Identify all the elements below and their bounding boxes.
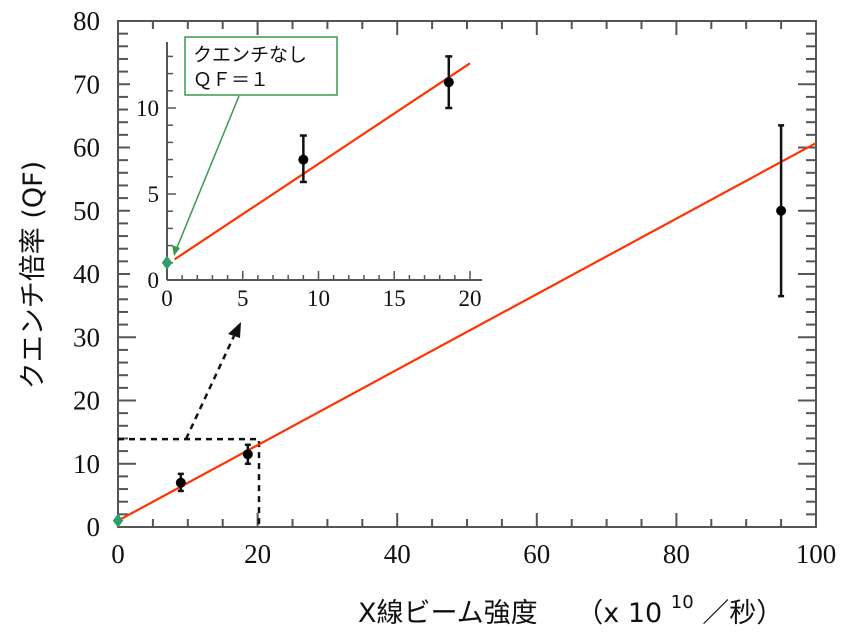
annotation-line2: ＱＦ＝１ [193, 69, 269, 91]
x-axis-unit-exponent: 10 [671, 592, 694, 613]
data-point [242, 449, 253, 460]
arrowhead-icon [228, 322, 241, 338]
data-point [776, 205, 787, 216]
data-point [175, 477, 186, 488]
inset-y-tick-label: 0 [148, 268, 160, 293]
fit-line [117, 142, 817, 522]
annotation-box: クエンチなし ＱＦ＝１ [184, 36, 338, 96]
inset-y-tick-label: 5 [148, 182, 160, 207]
annotation-line1: クエンチなし [193, 44, 307, 66]
y-tick-label: 10 [73, 449, 100, 479]
x-tick-label: 0 [111, 539, 125, 569]
data-point [443, 77, 454, 88]
x-tick-label: 100 [796, 539, 837, 569]
y-tick-label: 70 [73, 69, 100, 99]
inset-x-tick-label: 5 [237, 286, 249, 311]
zoom-region-box [118, 437, 261, 527]
inset-x-tick-label: 10 [307, 286, 330, 311]
main-data-series [112, 124, 817, 528]
inset-x-tick-label: 0 [161, 286, 173, 311]
y-tick-label: 50 [73, 196, 100, 226]
y-tick-label: 40 [73, 259, 100, 289]
y-tick-label: 80 [73, 6, 100, 36]
annotation-arrowhead-icon [172, 245, 180, 256]
x-tick-label: 20 [244, 539, 271, 569]
x-tick-label: 60 [523, 539, 550, 569]
y-tick-label: 60 [73, 133, 100, 163]
x-axis-title-main: X線ビーム強度 [358, 598, 538, 629]
inset-x-tick-label: 15 [383, 286, 406, 311]
main-plot-frame [117, 20, 817, 528]
inset-y-tick-label: 10 [136, 96, 159, 121]
inset-x-tick-label: 20 [459, 286, 482, 311]
zoom-arrow [184, 322, 241, 440]
y-axis-title: クエンチ倍率 (QF) [18, 161, 49, 389]
annotation-arrow [172, 95, 240, 256]
y-tick-label: 30 [73, 322, 100, 352]
x-axis-title: X線ビーム強度 （x 10 10 ／秒） [358, 584, 783, 629]
x-tick-label: 40 [384, 539, 411, 569]
y-tick-label: 20 [73, 386, 100, 416]
diamond-marker [161, 255, 173, 270]
data-point [298, 154, 309, 165]
diamond-marker [112, 513, 124, 528]
x-tick-label: 80 [663, 539, 690, 569]
inset-fit-line [173, 62, 471, 261]
x-axis-unit-suffix: ／秒） [702, 598, 783, 629]
x-axis-unit-prefix: （x 10 [576, 598, 662, 629]
y-tick-label: 0 [87, 512, 101, 542]
